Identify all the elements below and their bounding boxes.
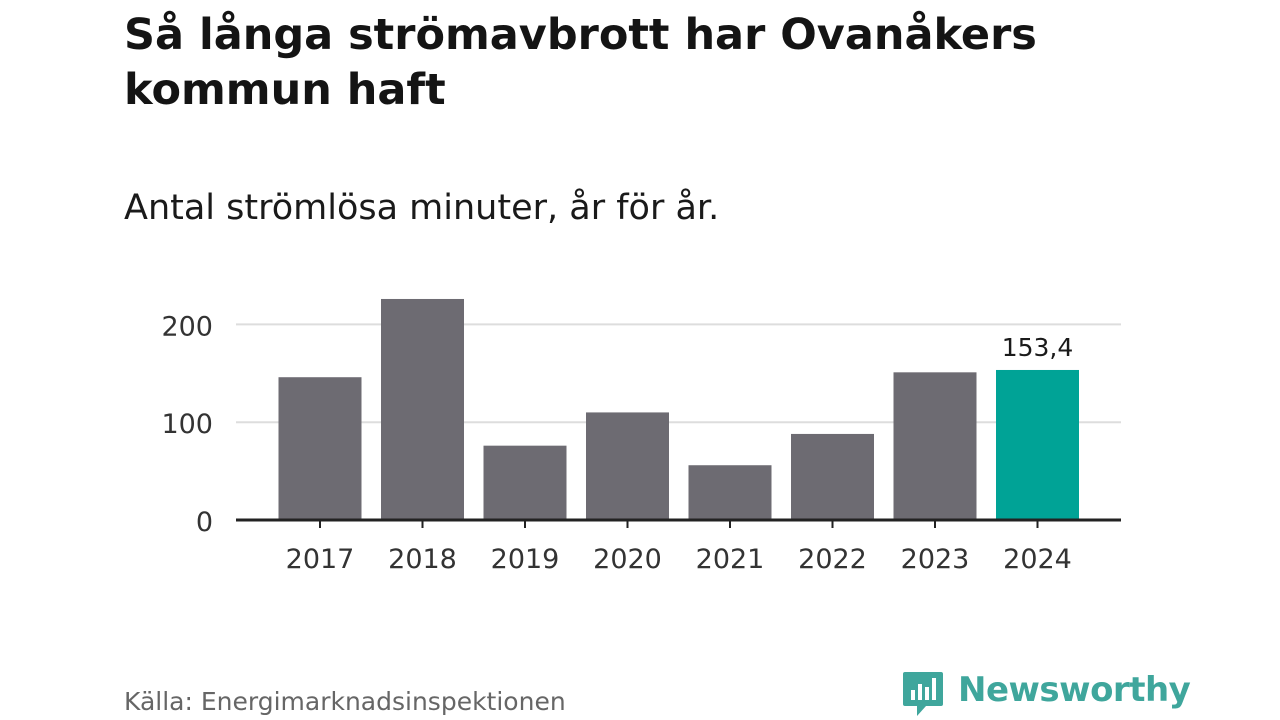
data-label-2024: 153,4: [1002, 333, 1074, 362]
x-tick-label-2018: 2018: [388, 544, 457, 575]
x-tick-label-2022: 2022: [798, 544, 867, 575]
y-tick-label-200: 200: [161, 311, 213, 342]
bar-2021[interactable]: [688, 465, 772, 520]
bar-chart-speech-bubble-icon: [903, 672, 943, 716]
x-tick-label-2023: 2023: [901, 544, 970, 575]
x-tick-label-2024: 2024: [1003, 544, 1072, 575]
bar-2019[interactable]: [483, 445, 567, 520]
bar-2020[interactable]: [586, 412, 669, 520]
y-tick-label-100: 100: [161, 409, 213, 440]
chart-title: Så långa strömavbrott har Ovanåkers komm…: [124, 10, 1037, 115]
bar-2017[interactable]: [278, 377, 362, 520]
brand-name: Newsworthy: [958, 670, 1191, 710]
x-tick-label-2017: 2017: [286, 544, 355, 575]
bar-2018[interactable]: [381, 298, 464, 520]
x-tick-label-2020: 2020: [593, 544, 662, 575]
y-tick-label-0: 0: [196, 507, 213, 538]
bar-2024[interactable]: [996, 369, 1079, 520]
x-tick-label-2019: 2019: [491, 544, 560, 575]
source-note: Källa: Energimarknadsinspektionen: [124, 687, 566, 716]
bar-2022[interactable]: [791, 433, 874, 520]
bar-2023[interactable]: [893, 372, 977, 520]
chart-subtitle: Antal strömlösa minuter, år för år.: [124, 188, 720, 228]
x-tick-label-2021: 2021: [696, 544, 765, 575]
